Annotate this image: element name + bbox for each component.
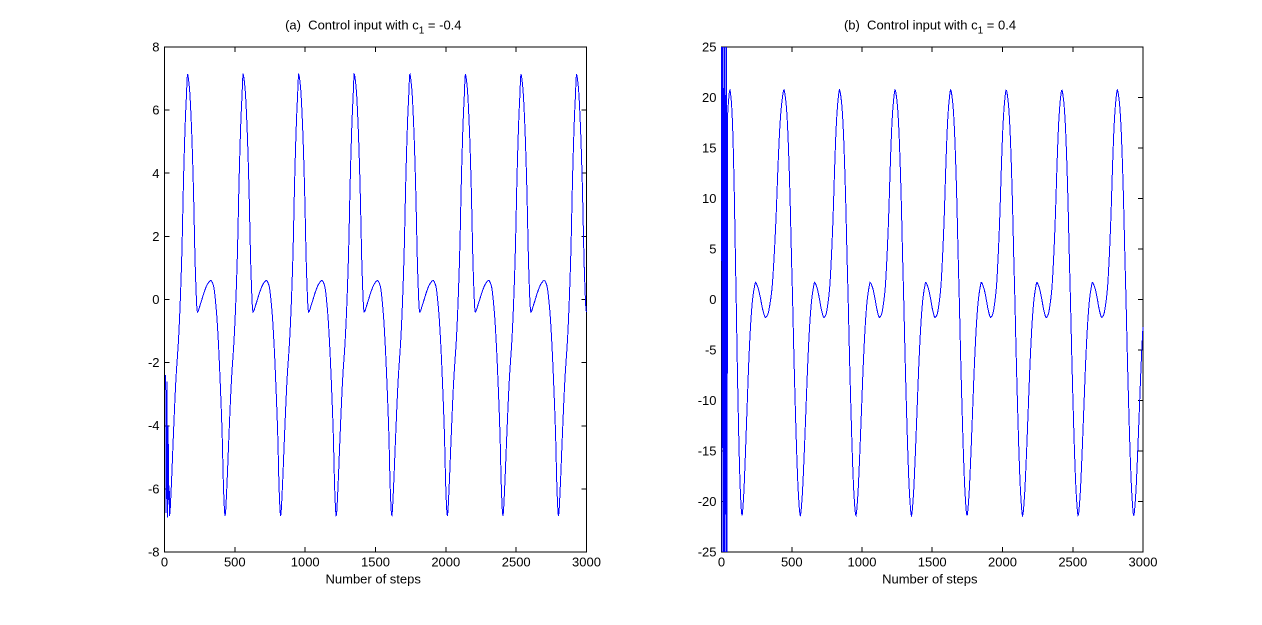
- svg-text:1000: 1000: [291, 555, 320, 570]
- svg-text:Number of steps: Number of steps: [326, 572, 422, 587]
- svg-text:3000: 3000: [1129, 555, 1158, 570]
- svg-text:500: 500: [781, 555, 803, 570]
- svg-text:-6: -6: [148, 481, 160, 496]
- svg-text:-4: -4: [148, 418, 160, 433]
- svg-text:-10: -10: [698, 393, 717, 408]
- svg-text:0: 0: [152, 292, 159, 307]
- svg-text:-2: -2: [148, 355, 160, 370]
- svg-text:500: 500: [224, 555, 246, 570]
- svg-text:Number of steps: Number of steps: [882, 572, 978, 587]
- svg-text:-25: -25: [698, 545, 717, 560]
- svg-text:0: 0: [709, 292, 716, 307]
- svg-text:-20: -20: [698, 494, 717, 509]
- svg-text:-15: -15: [698, 444, 717, 459]
- svg-text:-8: -8: [148, 545, 160, 560]
- svg-text:1500: 1500: [361, 555, 390, 570]
- svg-text:2: 2: [152, 229, 159, 244]
- svg-text:2000: 2000: [431, 555, 460, 570]
- svg-text:0: 0: [718, 555, 725, 570]
- svg-text:5: 5: [709, 242, 716, 257]
- svg-text:6: 6: [152, 103, 159, 118]
- svg-text:(b) Control input with c1 = 0: (b) Control input with c1 = 0.4: [844, 18, 1016, 37]
- svg-text:25: 25: [702, 40, 716, 55]
- svg-text:-5: -5: [705, 343, 717, 358]
- svg-text:1500: 1500: [918, 555, 947, 570]
- svg-text:2500: 2500: [502, 555, 531, 570]
- svg-text:2500: 2500: [1058, 555, 1087, 570]
- svg-text:20: 20: [702, 90, 716, 105]
- svg-text:4: 4: [152, 166, 159, 181]
- svg-text:(a) Control input with c1 = -: (a) Control input with c1 = -0.4: [285, 18, 461, 37]
- svg-text:8: 8: [152, 40, 159, 55]
- svg-text:15: 15: [702, 141, 716, 156]
- svg-text:10: 10: [702, 191, 716, 206]
- svg-text:2000: 2000: [988, 555, 1017, 570]
- svg-text:3000: 3000: [572, 555, 601, 570]
- svg-text:0: 0: [161, 555, 168, 570]
- svg-text:1000: 1000: [848, 555, 877, 570]
